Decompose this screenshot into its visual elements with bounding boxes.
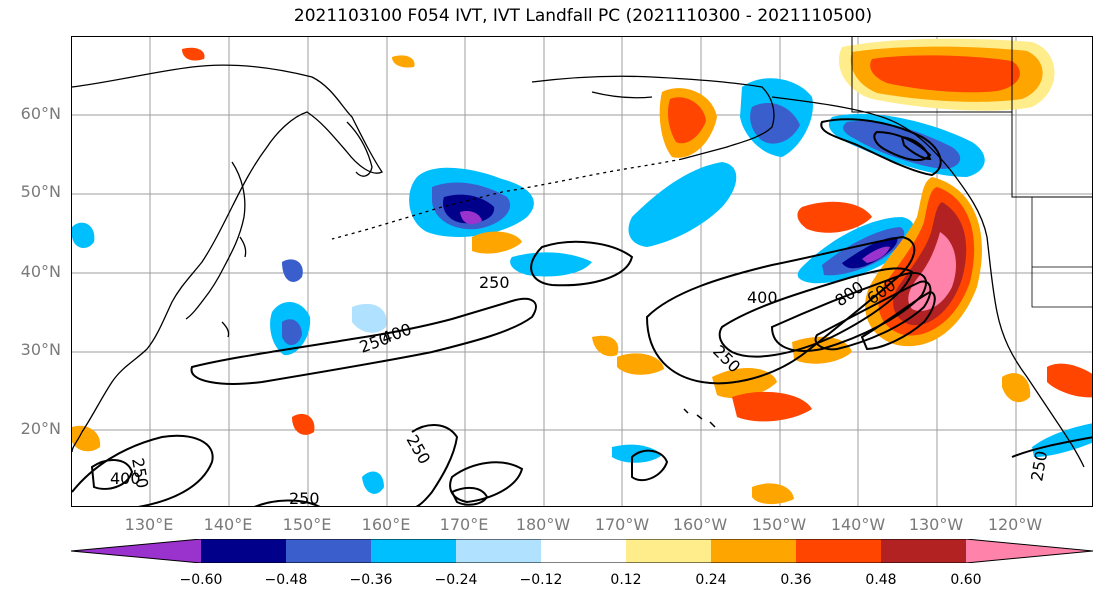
gridlines [72,37,1092,506]
colorbar-segment [371,539,456,563]
ivt-contours [72,118,1092,506]
lon-label-150e: 150°E [282,515,332,534]
contour-label: 250 [403,432,435,468]
lat-label-20n: 20°N [20,419,61,438]
colorbar-graphic [70,538,1094,564]
coastlines [72,37,1092,468]
lat-label-50n: 50°N [20,182,61,201]
colorbar [70,538,1094,564]
colorbar-tick-label: 0.60 [950,572,982,588]
lon-label-160e: 160°E [361,515,411,534]
colorbar-segment [711,539,796,563]
lon-label-140e: 140°E [203,515,253,534]
ivt-map: 250 400 250 400 800 600 250 250 250 400 … [72,37,1092,507]
colorbar-segment [201,539,286,563]
lon-label-180w: 180°W [515,515,571,534]
positive-pc-shading [72,38,1092,505]
colorbar-extend-min [71,539,201,563]
lon-label-130e: 130°E [124,515,174,534]
lat-label-40n: 40°N [20,262,61,281]
colorbar-tick-label: −0.36 [349,572,393,588]
colorbar-tick-label: −0.24 [434,572,478,588]
lon-label-140w: 140°W [830,515,886,534]
lon-label-170w: 170°W [594,515,650,534]
lon-label-160w: 160°W [672,515,728,534]
colorbar-segment [541,539,626,563]
lon-label-170e: 170°E [439,515,489,534]
colorbar-tick-label: 0.24 [695,572,727,588]
colorbar-tick-label: 0.36 [780,572,812,588]
figure-title: 2021103100 F054 IVT, IVT Landfall PC (20… [293,6,873,26]
colorbar-tick-label: −0.48 [264,572,308,588]
contour-label: 250 [1027,449,1051,482]
colorbar-segment [881,539,966,563]
lon-label-150w: 150°W [751,515,807,534]
contour-label: 400 [747,288,778,307]
colorbar-tick-label: 0.48 [865,572,897,588]
colorbar-tick-label: −0.60 [179,572,223,588]
contour-label: 250 [289,489,320,507]
colorbar-tick-label: 0.12 [610,572,642,588]
lat-label-30n: 30°N [20,340,61,359]
map-panel: 250 400 250 400 800 600 250 250 250 400 … [71,36,1093,507]
lon-label-130w: 130°W [908,515,964,534]
lat-label-60n: 60°N [20,104,61,123]
contour-label: 250 [479,273,510,292]
lon-label-120w: 120°W [987,515,1043,534]
colorbar-extend-max [966,539,1093,563]
colorbar-segment [796,539,881,563]
colorbar-segment [286,539,371,563]
colorbar-segment [456,539,541,563]
colorbar-segment [626,539,711,563]
contour-label: 400 [110,469,141,488]
negative-pc-shading [72,78,1092,494]
colorbar-tick-label: −0.12 [519,572,563,588]
